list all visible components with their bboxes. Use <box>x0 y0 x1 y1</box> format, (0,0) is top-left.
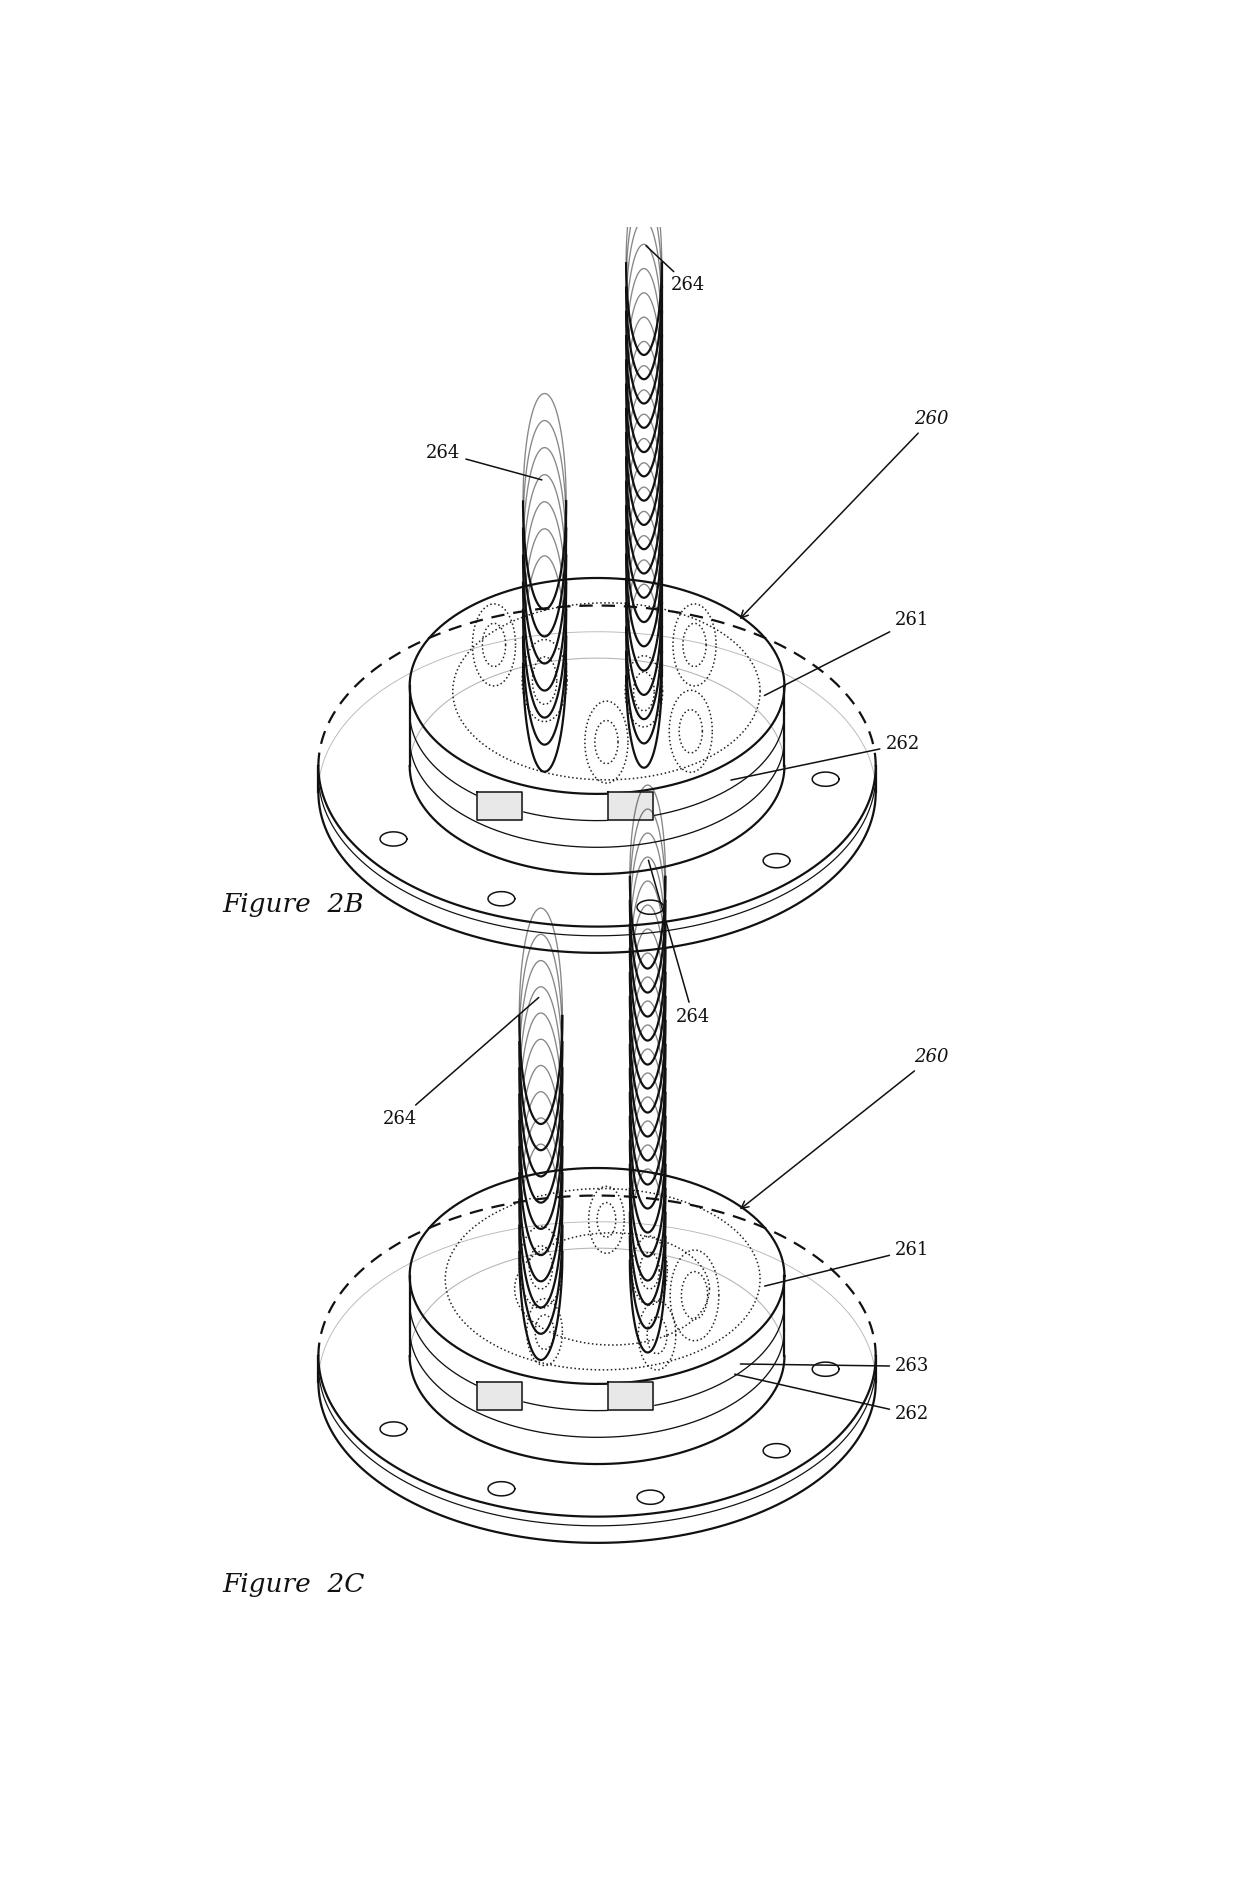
Text: 261: 261 <box>764 611 929 696</box>
Polygon shape <box>477 793 522 819</box>
Text: 263: 263 <box>740 1357 929 1375</box>
Text: 260: 260 <box>740 411 949 619</box>
Text: 260: 260 <box>742 1048 949 1209</box>
Text: 264: 264 <box>646 246 706 295</box>
Text: 264: 264 <box>649 861 711 1025</box>
Text: 261: 261 <box>765 1241 929 1287</box>
Text: 262: 262 <box>730 736 920 780</box>
Polygon shape <box>608 1383 652 1410</box>
Text: 262: 262 <box>734 1374 929 1423</box>
Text: Figure  2B: Figure 2B <box>222 891 363 918</box>
Text: 264: 264 <box>427 445 542 481</box>
Polygon shape <box>608 793 652 819</box>
Text: 264: 264 <box>383 997 538 1128</box>
Text: Figure  2C: Figure 2C <box>222 1572 365 1597</box>
Polygon shape <box>477 1383 522 1410</box>
